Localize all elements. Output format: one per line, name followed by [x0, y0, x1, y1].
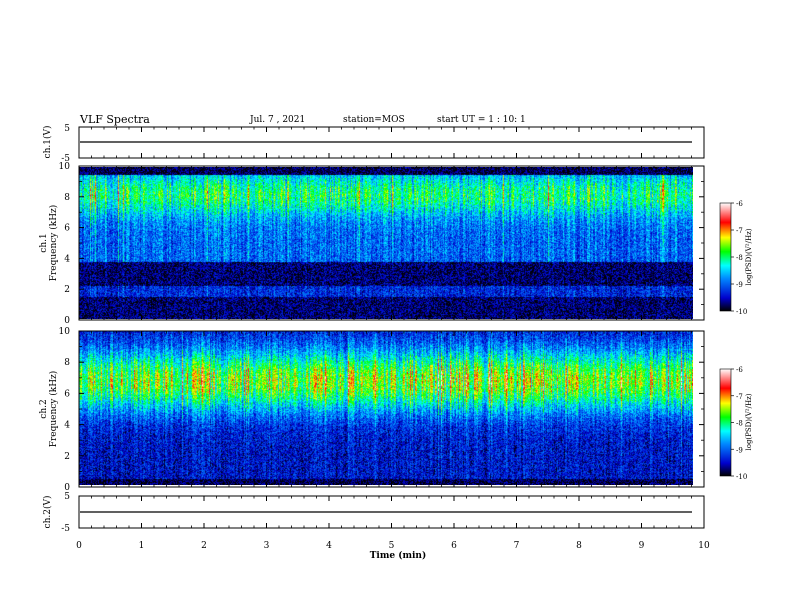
x-tick-label: 0: [76, 541, 82, 551]
freq-tick-label: 6: [64, 389, 70, 399]
date-label: Jul. 7 , 2021: [250, 115, 306, 125]
ch1-ytick-max: 5: [64, 124, 70, 134]
x-axis-label: Time (min): [370, 550, 427, 561]
colorbar-ch1-tick: -9: [736, 281, 743, 289]
x-tick-label: 6: [451, 541, 457, 551]
freq-tick-label: 10: [59, 162, 71, 172]
x-tick-label: 10: [698, 541, 710, 551]
freq-tick-label: 8: [64, 358, 70, 368]
freq-tick-label: 4: [64, 254, 70, 264]
x-tick-label: 8: [576, 541, 582, 551]
start-ut-label: start UT = 1 : 10: 1: [437, 115, 526, 125]
ch1-waveform-ylabel: ch.1(V): [42, 126, 53, 159]
ch2-spectrogram: [79, 331, 693, 485]
ch2-ytick-max: 5: [64, 492, 70, 502]
colorbar-ch2-tick: -9: [736, 446, 743, 454]
ch2-ytick-min: -5: [61, 524, 70, 534]
ch1-spec-ylabel-1: ch.1: [39, 233, 49, 252]
ch1-ytick-min: -5: [61, 154, 70, 164]
freq-tick-label: 10: [59, 327, 71, 337]
colorbar-ch2-tick: -8: [736, 420, 743, 428]
colorbar-ch2: [719, 368, 732, 477]
colorbar-ch1-label: log(PSD)(V²/Hz): [745, 228, 753, 285]
x-tick-label: 9: [639, 541, 645, 551]
ch1-spec-ylabel-2: Frequency (kHz): [48, 205, 59, 282]
x-tick-label: 4: [326, 541, 332, 551]
freq-tick-label: 2: [64, 285, 70, 295]
x-tick-label: 2: [201, 541, 207, 551]
colorbar-ch2-tick: -10: [736, 473, 747, 481]
colorbar-ch2-tick: -6: [736, 366, 743, 374]
x-tick-label: 7: [514, 541, 520, 551]
colorbar-ch1-tick: -10: [736, 308, 747, 316]
chart-title: VLF Spectra: [80, 113, 150, 126]
freq-tick-label: 8: [64, 193, 70, 203]
freq-tick-label: 6: [64, 224, 70, 234]
x-tick-label: 5: [389, 541, 395, 551]
colorbar-ch1: [719, 202, 732, 312]
freq-tick-label: 2: [64, 452, 70, 462]
ch2-waveform-ylabel: ch.2(V): [42, 496, 53, 529]
colorbar-ch2-label: log(PSD)(V²/Hz): [745, 393, 753, 450]
x-tick-label: 3: [264, 541, 270, 551]
freq-tick-label: 4: [64, 421, 70, 431]
x-tick-label: 1: [139, 541, 145, 551]
colorbar-ch1-tick: -8: [736, 254, 743, 262]
ch1-spectrogram: [79, 167, 693, 319]
station-label: station=MOS: [343, 115, 405, 125]
ch2-spec-ylabel-1: ch.2: [39, 399, 49, 418]
freq-tick-label: 0: [64, 316, 70, 326]
colorbar-ch1-tick: -7: [736, 227, 743, 235]
ch2-spec-ylabel-2: Frequency (kHz): [48, 371, 59, 448]
colorbar-ch1-tick: -6: [736, 200, 743, 208]
freq-tick-label: 0: [64, 483, 70, 493]
colorbar-ch2-tick: -7: [736, 393, 743, 401]
